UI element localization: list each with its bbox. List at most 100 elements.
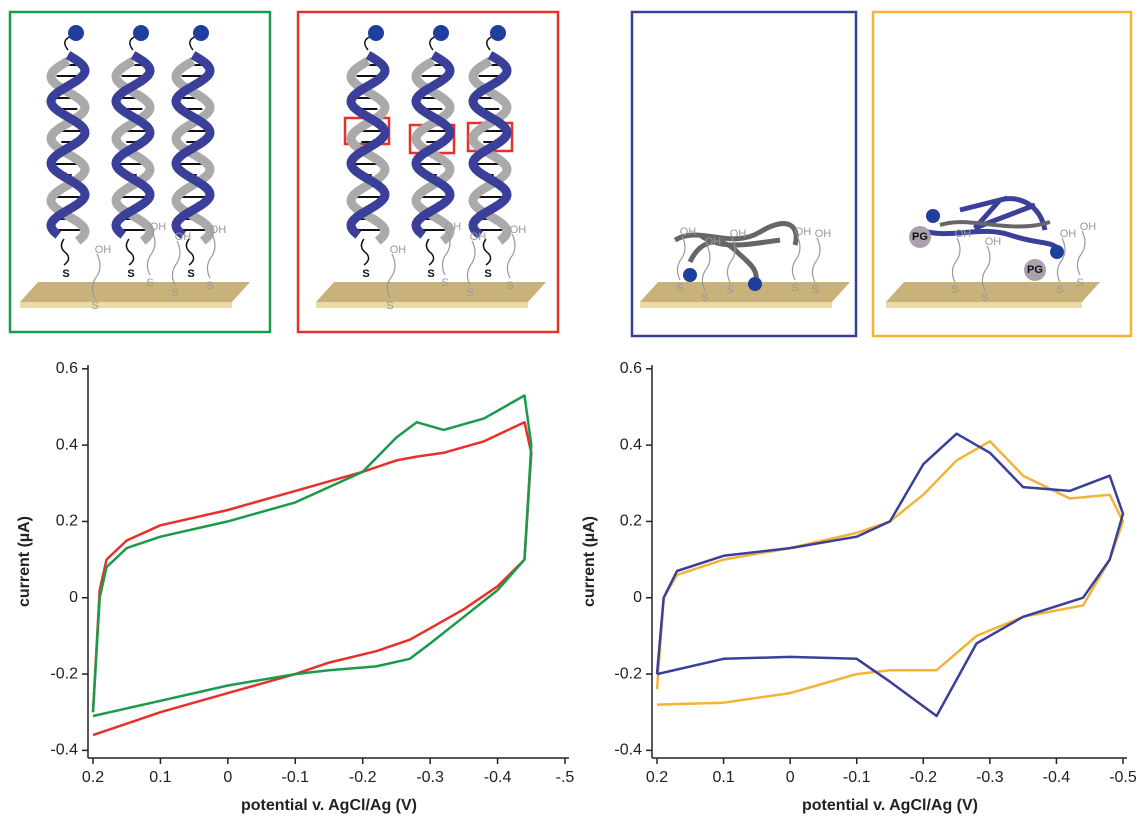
mch-chain bbox=[1076, 230, 1086, 276]
strand bbox=[411, 51, 455, 239]
linker bbox=[125, 238, 135, 266]
redox-label bbox=[748, 277, 762, 291]
thiol-label: S bbox=[1076, 277, 1083, 289]
mch-chain bbox=[206, 233, 216, 279]
mch-chain bbox=[171, 240, 181, 286]
protecting-group bbox=[909, 226, 931, 248]
redox-label bbox=[68, 25, 84, 41]
hydroxyl-label: OH bbox=[1060, 228, 1077, 240]
thiol-label: S bbox=[187, 268, 194, 280]
strand bbox=[171, 51, 215, 239]
thiol-label: S bbox=[466, 287, 473, 299]
x-tick-label: -0.3 bbox=[416, 769, 444, 786]
y-tick-label: 0.4 bbox=[56, 436, 78, 453]
hydroxyl-label: OH bbox=[470, 231, 487, 243]
thiol-label: S bbox=[1056, 284, 1063, 296]
thiol-label: S bbox=[791, 282, 798, 294]
hydroxyl-label: OH bbox=[175, 231, 192, 243]
thiol-label: S bbox=[676, 282, 683, 294]
x-tick-label: -0.2 bbox=[909, 769, 937, 786]
redox-label bbox=[1050, 245, 1064, 259]
hydroxyl-label: OH bbox=[985, 236, 1002, 248]
hydroxyl-label: OH bbox=[150, 221, 167, 233]
mch-chain bbox=[676, 235, 686, 281]
y-tick-label: 0.6 bbox=[56, 360, 78, 377]
thiol-label: S bbox=[981, 292, 988, 304]
thiol-label: S bbox=[484, 268, 491, 280]
hydroxyl-label: OH bbox=[730, 228, 747, 240]
pg-label: PG bbox=[912, 231, 928, 243]
x-tick-label: -0.2 bbox=[349, 769, 377, 786]
thiol-label: S bbox=[146, 277, 153, 289]
hydroxyl-label: OH bbox=[95, 244, 112, 256]
x-tick-label: -.5 bbox=[556, 769, 575, 786]
thiol-label: S bbox=[171, 287, 178, 299]
hydroxyl-label: OH bbox=[390, 244, 407, 256]
hydroxyl-label: OH bbox=[705, 236, 722, 248]
mch-chain bbox=[91, 253, 101, 299]
mch-chain bbox=[981, 245, 991, 291]
y-tick-label: 0.2 bbox=[620, 513, 642, 530]
strand bbox=[111, 51, 155, 239]
mch-chain bbox=[701, 245, 711, 291]
x-tick-label: -0.5 bbox=[1109, 769, 1137, 786]
y-tick-label: -0.2 bbox=[614, 665, 642, 682]
panel-frame bbox=[8, 10, 272, 334]
mch-chain bbox=[1056, 237, 1066, 283]
y-tick-label: -0.4 bbox=[50, 742, 78, 759]
y-tick-label: 0.6 bbox=[620, 360, 642, 377]
thiol-label: S bbox=[506, 280, 513, 292]
hydroxyl-label: OH bbox=[1080, 221, 1097, 233]
mch-chain bbox=[441, 230, 451, 276]
redox-label bbox=[490, 25, 506, 41]
redox-label bbox=[133, 25, 149, 41]
cv-curve bbox=[655, 440, 1125, 706]
x-axis-title: potential v. AgCl/Ag (V) bbox=[241, 797, 417, 814]
thiol-label: S bbox=[91, 300, 98, 312]
mch-chain bbox=[386, 253, 396, 299]
thiol-label: S bbox=[441, 277, 448, 289]
linker bbox=[60, 238, 70, 266]
mch-chain bbox=[506, 233, 516, 279]
mch-chain bbox=[726, 237, 736, 283]
x-tick-label: -0.4 bbox=[484, 769, 512, 786]
x-tick-label: -0.1 bbox=[281, 769, 309, 786]
x-tick-label: 0.1 bbox=[712, 769, 734, 786]
pg-label: PG bbox=[1027, 264, 1043, 276]
mch-chain bbox=[811, 237, 821, 283]
x-tick-label: -0.1 bbox=[843, 769, 871, 786]
thiol-label: S bbox=[206, 280, 213, 292]
panel-frame bbox=[871, 10, 1133, 338]
x-tick-label: -0.4 bbox=[1043, 769, 1071, 786]
hydroxyl-label: OH bbox=[680, 226, 697, 238]
x-tick-label: 0.1 bbox=[149, 769, 171, 786]
thiol-label: S bbox=[701, 292, 708, 304]
redox-label bbox=[433, 25, 449, 41]
panel-frame bbox=[630, 10, 858, 338]
redox-label bbox=[926, 209, 940, 223]
mch-chain bbox=[791, 235, 801, 281]
mch-chain bbox=[146, 230, 156, 276]
y-tick-label: -0.4 bbox=[614, 742, 642, 759]
thiol-label: S bbox=[62, 268, 69, 280]
hydroxyl-label: OH bbox=[815, 228, 832, 240]
cv-curve bbox=[91, 394, 533, 718]
panel-frame bbox=[296, 10, 560, 334]
linker bbox=[185, 238, 195, 266]
gold-surface bbox=[886, 282, 1100, 302]
cv-curve bbox=[91, 420, 533, 737]
mch-chain bbox=[466, 240, 476, 286]
redox-label bbox=[368, 25, 384, 41]
gold-surface bbox=[316, 282, 546, 302]
hydroxyl-label: OH bbox=[510, 224, 527, 236]
hydroxyl-label: OH bbox=[955, 228, 972, 240]
linker bbox=[425, 238, 435, 266]
thiol-label: S bbox=[127, 268, 134, 280]
y-tick-label: -0.2 bbox=[50, 665, 78, 682]
y-tick-label: 0 bbox=[633, 589, 642, 606]
x-tick-label: 0 bbox=[223, 769, 232, 786]
gold-surface bbox=[886, 302, 1082, 308]
thiol-label: S bbox=[427, 268, 434, 280]
